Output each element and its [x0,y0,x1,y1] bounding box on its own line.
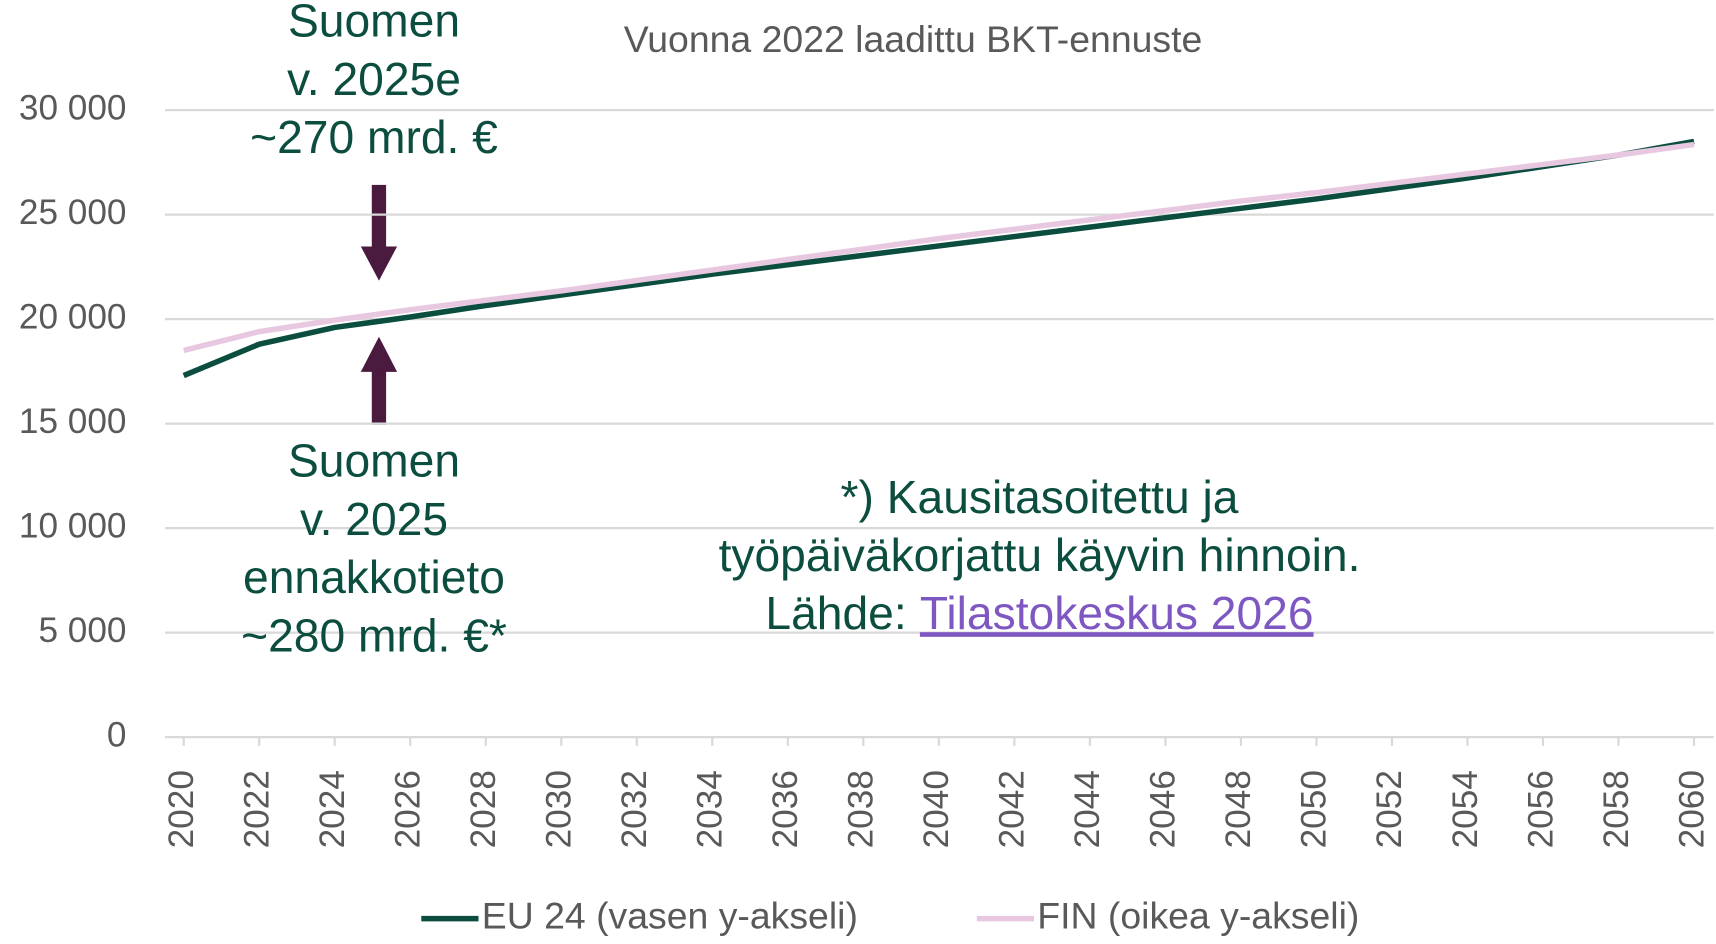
annotation: Suomen [288,0,460,47]
x-tick-label: 2032 [615,770,654,848]
x-tick-label: 2050 [1295,770,1334,848]
x-tick-label: 2040 [917,770,956,848]
x-tick-label: 2036 [766,770,805,848]
source-link[interactable]: Tilastokeskus 2026 [920,587,1314,639]
y-tick-label: 10 000 [19,506,127,545]
footnote: työpäiväkorjattu käyvin hinnoin. [719,529,1361,581]
x-tick-label: 2058 [1597,770,1636,848]
annotation: Suomen [288,435,460,487]
y-tick-label: 15 000 [19,402,127,441]
y-tick-label: 0 [107,715,127,754]
x-tick-label: 2048 [1219,770,1258,848]
x-tick-label: 2044 [1068,770,1107,848]
legend-label: EU 24 (vasen y-akseli) [482,894,858,936]
annotation: ennakkotieto [243,551,505,603]
annotation: ~270 mrd. € [250,111,498,163]
annotation: v. 2025e [287,53,461,105]
footnote: *) Kausitasoitettu ja [841,471,1239,523]
source: Lähde: Tilastokeskus 2026 [765,587,1313,639]
y-tick-label: 20 000 [19,297,127,336]
x-tick-label: 2054 [1446,770,1485,848]
y-tick-label: 30 000 [19,88,127,127]
x-tick-label: 2056 [1521,770,1560,848]
x-tick-label: 2020 [162,770,201,848]
x-tick-label: 2028 [464,770,503,848]
x-tick-label: 2030 [540,770,579,848]
x-tick-label: 2024 [313,770,352,848]
legend-label: FIN (oikea y-akseli) [1037,894,1359,936]
x-tick-label: 2034 [691,770,730,848]
y-tick-label: 5 000 [38,611,126,650]
arrow-up [360,336,398,425]
x-tick-label: 2046 [1144,770,1183,848]
y-tick-label: 25 000 [19,193,127,232]
x-tick-label: 2022 [238,770,277,848]
x-tick-label: 2042 [993,770,1032,848]
x-tick-label: 2038 [842,770,881,848]
chart-title: Vuonna 2022 laadittu BKT-ennuste [624,18,1203,60]
annotation: v. 2025 [300,493,448,545]
series-line [182,138,1695,379]
series-line [183,141,1695,354]
x-tick-label: 2026 [389,770,428,848]
source-label: Lähde: [765,587,906,639]
arrow-down [360,184,398,281]
x-tick-label: 2060 [1672,770,1711,848]
x-tick-label: 2052 [1370,770,1409,848]
annotation: ~280 mrd. €* [241,609,507,661]
